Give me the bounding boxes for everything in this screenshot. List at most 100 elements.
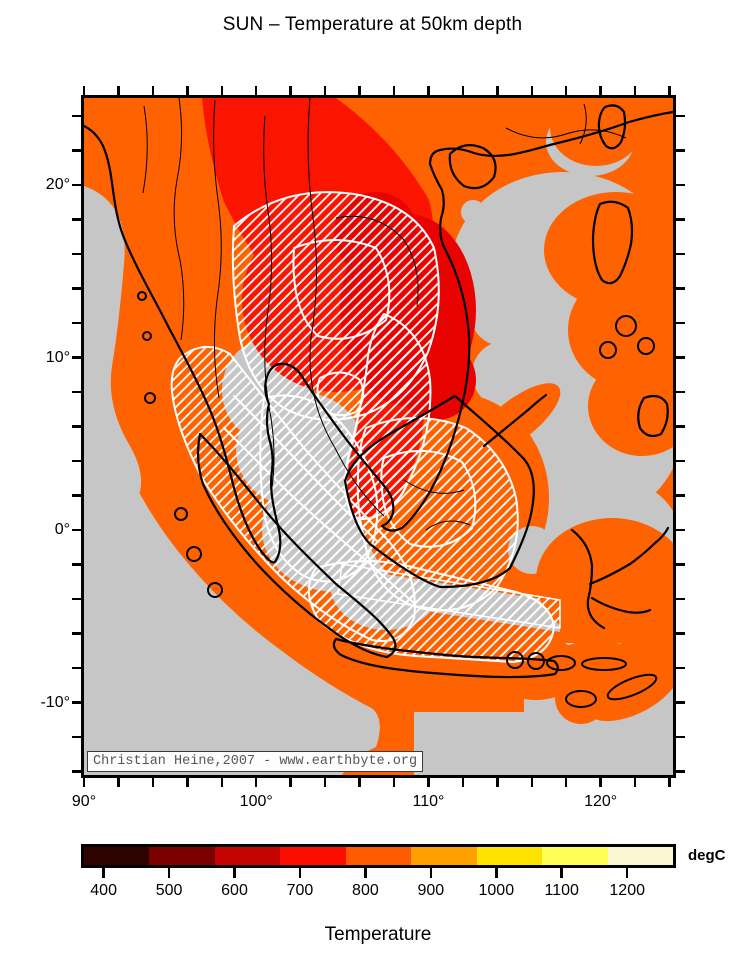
axis-tick	[72, 770, 81, 773]
axis-tick	[72, 528, 81, 532]
axis-tick	[564, 778, 568, 787]
axis-tick	[676, 459, 685, 463]
colorbar-segment	[84, 847, 150, 865]
colorbar-title: Temperature	[324, 924, 432, 945]
axis-tick	[676, 183, 685, 187]
axis-tick	[676, 494, 685, 497]
axis-tick	[599, 778, 602, 787]
axis-tick	[72, 183, 81, 187]
axis-tick	[72, 114, 81, 118]
colorbar-tick	[429, 868, 433, 878]
axis-tick	[186, 778, 189, 787]
figure-title: SUN – Temperature at 50km depth	[222, 14, 523, 35]
axis-tick	[427, 778, 430, 787]
axis-tick	[72, 632, 81, 635]
x-axis-tick-label: 110°	[412, 793, 445, 810]
axis-tick	[564, 86, 568, 95]
colorbar-tick	[625, 868, 629, 878]
axis-tick	[496, 778, 499, 787]
colorbar-tick	[102, 868, 105, 878]
colorbar-tick-label: 900	[417, 882, 445, 899]
axis-tick	[676, 770, 685, 773]
axis-tick	[668, 778, 671, 787]
colorbar-unit-label: degC	[688, 847, 726, 864]
axis-tick	[72, 563, 81, 566]
colorbar-tick-label: 500	[155, 882, 183, 899]
axis-tick	[676, 321, 685, 325]
axis-tick	[72, 252, 81, 256]
colorbar-tick	[233, 868, 236, 878]
axis-tick	[186, 86, 189, 95]
axis-tick	[151, 778, 155, 787]
axis-tick	[82, 778, 86, 787]
map-frame: Christian Heine,2007 - www.earthbyte.org	[81, 95, 676, 778]
axis-tick	[676, 149, 685, 152]
axis-tick	[496, 86, 499, 95]
axis-tick	[676, 528, 685, 532]
axis-tick	[676, 218, 685, 221]
axis-tick	[392, 778, 396, 787]
axis-tick	[676, 287, 685, 290]
axis-tick	[676, 114, 685, 118]
axis-tick	[220, 86, 224, 95]
axis-tick	[220, 778, 224, 787]
axis-tick	[289, 86, 292, 95]
axis-tick	[72, 735, 81, 739]
y-axis-tick-label: 20°	[45, 176, 70, 194]
x-axis-tick-label: 100°	[239, 793, 273, 810]
axis-tick	[72, 287, 81, 290]
colorbar-tick	[560, 868, 563, 878]
colorbar-tick-label: 1000	[478, 882, 515, 899]
axis-tick	[427, 86, 430, 95]
axis-tick	[676, 563, 685, 566]
axis-tick	[530, 86, 534, 95]
axis-tick	[676, 666, 685, 670]
colorbar-segment	[476, 847, 543, 865]
colorbar-segment	[280, 847, 346, 865]
axis-tick	[254, 778, 258, 787]
x-axis-tick-label: 120°	[584, 793, 618, 810]
axis-tick	[289, 778, 292, 787]
colorbar-segment	[542, 847, 608, 865]
axis-tick	[668, 86, 671, 95]
axis-tick	[72, 597, 81, 601]
axis-tick	[392, 86, 396, 95]
y-axis-tick-label: -10°	[40, 693, 70, 711]
axis-tick	[676, 701, 685, 704]
axis-tick	[461, 86, 465, 95]
axis-tick	[72, 666, 81, 670]
axis-tick	[72, 701, 81, 704]
colorbar-tick	[167, 868, 171, 878]
axis-tick	[676, 390, 685, 394]
axis-tick	[633, 778, 637, 787]
colorbar-segment	[214, 847, 281, 865]
axis-tick	[72, 459, 81, 463]
colorbar-tick-label: 1100	[544, 882, 579, 899]
colorbar-segment	[345, 847, 412, 865]
axis-tick	[254, 86, 258, 95]
axis-tick	[676, 597, 685, 601]
axis-tick	[323, 86, 327, 95]
axis-tick	[72, 218, 81, 221]
colorbar-tick-label: 1200	[609, 882, 645, 899]
axis-tick	[117, 86, 120, 95]
colorbar-tick	[364, 868, 367, 878]
colorbar-tick-label: 700	[286, 882, 314, 899]
axis-tick	[676, 632, 685, 635]
y-axis-tick-label: 10°	[45, 348, 70, 366]
axis-tick	[676, 425, 685, 428]
axis-tick	[117, 778, 120, 787]
axis-tick	[599, 86, 602, 95]
y-axis-tick-label: 0°	[54, 521, 70, 539]
colorbar-segment	[149, 847, 215, 865]
colorbar-tick	[298, 868, 302, 878]
axis-tick	[461, 778, 465, 787]
colorbar-tick	[495, 868, 498, 878]
axis-tick	[72, 494, 81, 497]
axis-tick	[72, 425, 81, 428]
axis-tick	[358, 86, 361, 95]
axis-tick	[676, 252, 685, 256]
axis-tick	[151, 86, 155, 95]
colorbar-segment	[607, 847, 673, 865]
